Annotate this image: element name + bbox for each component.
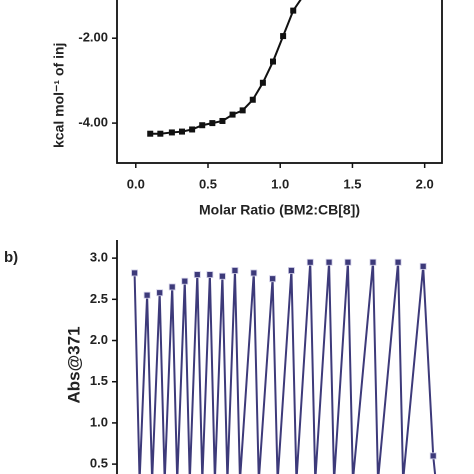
data-point — [250, 269, 258, 277]
data-point — [259, 79, 266, 86]
y-axis-label: kcal mol⁻¹ of inj — [51, 43, 67, 148]
data-point — [131, 269, 138, 277]
data-point — [168, 283, 176, 291]
data-point — [344, 258, 352, 266]
x-tick-label: 2.0 — [416, 176, 434, 191]
y-tick-label: -4.00 — [78, 115, 108, 130]
y-tick-label: -2.00 — [78, 30, 108, 45]
plot-area — [131, 258, 437, 474]
data-point — [143, 291, 151, 299]
data-point — [168, 129, 175, 136]
plot-area — [147, 0, 302, 137]
data-point — [269, 275, 276, 283]
data-point — [394, 258, 402, 266]
x-tick-label: 0.5 — [199, 176, 217, 191]
data-point — [231, 267, 239, 274]
x-axis-label: Molar Ratio (BM2:CB[8]) — [199, 202, 360, 218]
x-tick-label: 1.5 — [343, 176, 361, 191]
y-tick-label: 2.0 — [90, 332, 108, 347]
y-tick-label: 1.0 — [90, 414, 108, 429]
data-point — [193, 271, 201, 279]
data-point — [209, 120, 216, 127]
data-line — [133, 262, 437, 474]
data-point — [181, 277, 189, 285]
data-point — [325, 258, 333, 266]
y-tick-label: 3.0 — [90, 250, 108, 265]
data-line — [150, 0, 302, 135]
data-point — [249, 96, 256, 103]
data-point — [219, 272, 226, 280]
data-point — [280, 33, 287, 40]
data-point — [270, 58, 276, 65]
y-tick-label: 1.5 — [90, 373, 108, 388]
data-point — [156, 289, 164, 297]
data-point — [429, 452, 437, 460]
data-point — [239, 107, 246, 114]
data-point — [157, 130, 164, 137]
y-tick-label: 2.5 — [90, 291, 108, 306]
data-point — [206, 271, 214, 279]
data-point — [369, 258, 377, 266]
data-point — [290, 7, 297, 14]
data-point — [147, 130, 154, 137]
data-point — [288, 267, 295, 274]
data-point — [219, 117, 226, 124]
data-point — [229, 111, 236, 118]
data-point — [199, 122, 206, 129]
data-point — [179, 128, 185, 135]
x-tick-label: 1.0 — [271, 176, 289, 191]
x-tick-label: 0.0 — [127, 176, 145, 191]
data-point — [306, 258, 314, 266]
y-axis-label: Abs@371 — [64, 326, 83, 403]
data-point — [189, 126, 196, 133]
plot-frame — [116, 0, 443, 164]
panel-label: b) — [4, 249, 18, 266]
y-tick-label: 0.5 — [90, 456, 108, 471]
data-point — [419, 262, 427, 270]
